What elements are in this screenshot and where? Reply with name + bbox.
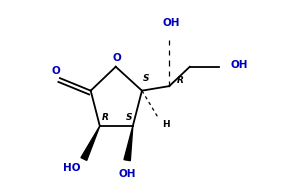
Text: O: O: [113, 53, 121, 63]
Polygon shape: [124, 126, 133, 161]
Text: HO: HO: [63, 163, 80, 173]
Text: OH: OH: [231, 60, 248, 70]
Text: R: R: [102, 113, 108, 122]
Text: O: O: [51, 66, 60, 76]
Text: S: S: [143, 74, 149, 83]
Text: OH: OH: [118, 169, 136, 179]
Text: R: R: [177, 76, 184, 85]
Text: S: S: [126, 113, 133, 122]
Text: OH: OH: [163, 19, 180, 28]
Text: H: H: [162, 120, 170, 129]
Polygon shape: [81, 126, 100, 160]
